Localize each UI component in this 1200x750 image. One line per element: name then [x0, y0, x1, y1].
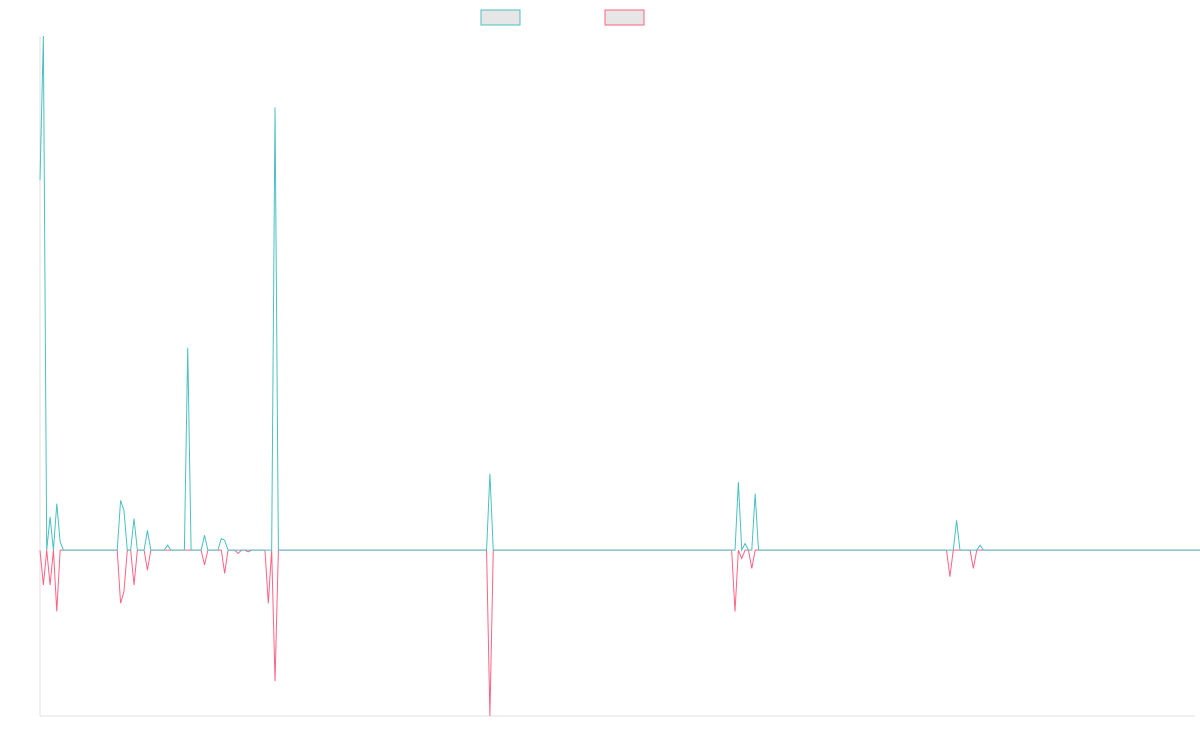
series-1-line: [39, 35, 1200, 553]
series-layer: [39, 35, 1200, 717]
series-2: [39, 549, 1200, 717]
legend: [480, 9, 645, 26]
axes: [39, 36, 1195, 717]
legend-item-2-swatch: [604, 9, 645, 26]
legend-item-1-swatch: [480, 9, 521, 26]
series-2-line: [39, 549, 1200, 717]
series-1: [39, 35, 1200, 553]
